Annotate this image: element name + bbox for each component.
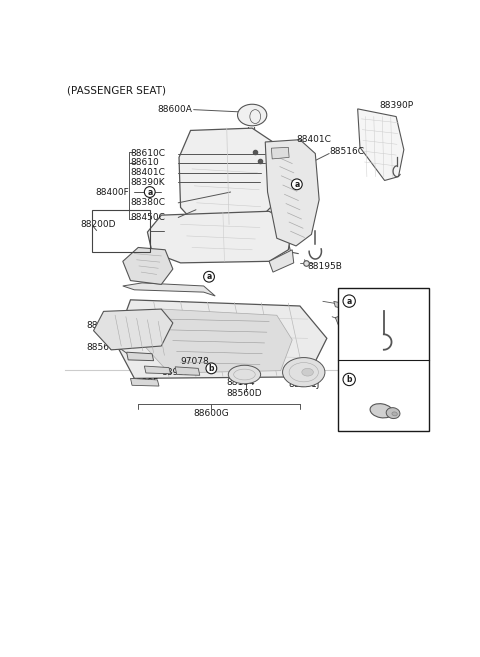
Polygon shape: [123, 248, 173, 284]
Ellipse shape: [228, 365, 261, 384]
Polygon shape: [334, 302, 346, 309]
Text: 88195B: 88195B: [308, 262, 342, 271]
Text: 88030R: 88030R: [340, 302, 375, 311]
Polygon shape: [336, 315, 344, 325]
Circle shape: [291, 179, 302, 190]
Text: 88627: 88627: [359, 296, 387, 306]
Text: 88390P: 88390P: [380, 101, 414, 110]
Ellipse shape: [392, 412, 397, 416]
Circle shape: [343, 295, 355, 307]
Circle shape: [206, 363, 217, 374]
Polygon shape: [131, 378, 159, 386]
Polygon shape: [147, 212, 292, 263]
Circle shape: [144, 187, 155, 197]
FancyBboxPatch shape: [338, 288, 429, 431]
Text: 88390K: 88390K: [131, 177, 165, 187]
Text: 88995: 88995: [131, 378, 159, 388]
Polygon shape: [269, 250, 294, 272]
Text: 86733: 86733: [366, 323, 395, 331]
Text: 88401C: 88401C: [296, 135, 331, 144]
Text: 88561A: 88561A: [86, 343, 121, 352]
Text: 88610: 88610: [131, 158, 159, 168]
Ellipse shape: [238, 104, 267, 125]
Text: 88600G: 88600G: [193, 409, 229, 419]
Polygon shape: [144, 366, 170, 374]
Text: b: b: [347, 375, 352, 384]
Polygon shape: [265, 140, 319, 246]
Polygon shape: [358, 109, 404, 181]
Text: 88560D: 88560D: [227, 388, 263, 397]
Polygon shape: [115, 300, 327, 378]
Text: 88400F: 88400F: [96, 187, 130, 196]
Text: 97078: 97078: [180, 357, 209, 366]
Text: b: b: [209, 364, 214, 373]
Polygon shape: [271, 147, 289, 159]
Ellipse shape: [370, 403, 393, 418]
Text: 88010R: 88010R: [86, 321, 121, 330]
Ellipse shape: [349, 322, 371, 339]
Circle shape: [343, 373, 355, 386]
Text: 88401C: 88401C: [131, 168, 166, 177]
Text: a: a: [294, 180, 300, 189]
Text: 88191J: 88191J: [288, 380, 320, 389]
Polygon shape: [94, 309, 173, 350]
Ellipse shape: [283, 357, 325, 387]
Circle shape: [204, 271, 215, 282]
Polygon shape: [179, 128, 273, 225]
Polygon shape: [146, 309, 292, 373]
Text: 88380C: 88380C: [131, 198, 166, 208]
Text: 88610C: 88610C: [131, 149, 166, 158]
Text: a: a: [147, 187, 152, 196]
Text: 88600A: 88600A: [157, 105, 192, 114]
Polygon shape: [127, 352, 154, 361]
Polygon shape: [175, 367, 200, 375]
Text: 88200D: 88200D: [81, 220, 116, 229]
Ellipse shape: [302, 369, 313, 376]
Ellipse shape: [386, 407, 400, 419]
Text: 88450C: 88450C: [131, 213, 166, 222]
Text: a: a: [347, 296, 352, 306]
Text: (PASSENGER SEAT): (PASSENGER SEAT): [67, 86, 167, 96]
Polygon shape: [123, 283, 215, 296]
Text: 88194: 88194: [227, 378, 255, 388]
Text: a: a: [206, 272, 212, 281]
Text: 88952: 88952: [161, 369, 190, 378]
Text: 88509A: 88509A: [359, 375, 393, 384]
Text: 86733: 86733: [340, 293, 369, 302]
Text: 88516C: 88516C: [329, 147, 364, 156]
